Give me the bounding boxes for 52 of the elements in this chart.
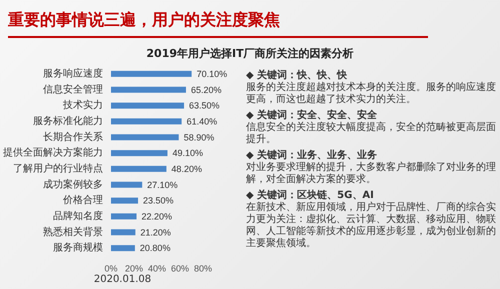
text: ◆ 关键词：业务、业务、业务 bbox=[246, 150, 378, 162]
bar bbox=[111, 213, 137, 220]
data-label: 61.40% bbox=[186, 116, 218, 126]
y-tick-label: 成功案例较多 bbox=[43, 178, 103, 190]
text: ◆ 关键词：快、快、快 bbox=[246, 70, 348, 82]
text: ◆ 关键词：区块链、5G、AI bbox=[246, 190, 375, 202]
data-label: 58.90% bbox=[184, 132, 214, 142]
data-label: 63.50% bbox=[189, 100, 220, 111]
bar bbox=[111, 150, 168, 156]
bar bbox=[111, 134, 179, 140]
bar bbox=[111, 118, 182, 124]
text: 信息安全的关注度较大幅度提高，安全的范畴被更高层面提升。 bbox=[246, 122, 496, 146]
y-tick-label: 长期合作关系 bbox=[43, 130, 103, 143]
bar bbox=[111, 229, 136, 236]
data-label: 48.20% bbox=[171, 164, 202, 174]
data-label: 49.10% bbox=[172, 148, 203, 158]
x-tick-label: 20% bbox=[124, 264, 144, 274]
data-label: 22.20% bbox=[142, 211, 172, 222]
bar bbox=[111, 86, 186, 93]
data-label: 21.20% bbox=[140, 227, 171, 238]
data-label: 70.10% bbox=[196, 68, 228, 79]
x-tick-label: 80% bbox=[194, 264, 212, 274]
y-tick-label: 品牌知名度 bbox=[53, 210, 103, 222]
bar bbox=[111, 166, 166, 172]
data-label: 65.20% bbox=[190, 84, 222, 95]
x-tick-label: 60% bbox=[170, 264, 190, 274]
data-label: 20.80% bbox=[140, 243, 170, 254]
y-tick-label: 熟悉相关背景 bbox=[43, 226, 103, 238]
text: 服务的关注度超越对技术本身的关注度。服务的响应速度更高，而这也超越了技术实力的关注。 bbox=[246, 82, 496, 106]
y-tick-label: 信息安全管理 bbox=[43, 83, 103, 96]
bar bbox=[111, 182, 142, 188]
text: ◆ 关键词：安全、安全、安全 bbox=[246, 110, 378, 122]
y-tick-label: 技术实力 bbox=[62, 99, 103, 112]
y-tick-label: 价格合理 bbox=[62, 194, 103, 206]
y-tick-label: 服务商规模 bbox=[53, 242, 103, 254]
text: 2020.01.08 bbox=[92, 274, 152, 285]
text: 2019年用户选择IT厂商所关注的因素分析 bbox=[145, 46, 355, 61]
text: 对业务要求理解的提升，大多数客户都删除了对业务的理解，对全面解决方案的要求。 bbox=[246, 162, 496, 186]
text: 在新技术、新应用领域，用户对于品牌性、厂商的综合实力更为关注：虚拟化、云计算、大数据、移动应用、物联网、人工智能等新技术的应用逐步彰显，成为创业创新的主要聚焦领域。 bbox=[246, 202, 496, 250]
y-tick-label: 了解用户的行业特点 bbox=[13, 162, 103, 174]
bar bbox=[111, 198, 138, 204]
bar bbox=[111, 70, 192, 77]
bar bbox=[111, 102, 184, 109]
y-tick-label: 服务标准化能力 bbox=[33, 114, 103, 127]
y-tick-label: 提供全面解决方案能力 bbox=[3, 146, 103, 159]
x-tick-label: 0% bbox=[104, 264, 118, 274]
chart-title: 重要的事情说三遍，用户的关注度聚焦 bbox=[8, 10, 280, 31]
bar bbox=[111, 245, 135, 252]
data-label: 23.50% bbox=[143, 196, 174, 206]
y-tick-label: 服务响应速度 bbox=[43, 67, 103, 80]
data-label: 27.10% bbox=[147, 180, 178, 190]
x-tick-label: 40% bbox=[148, 264, 166, 274]
